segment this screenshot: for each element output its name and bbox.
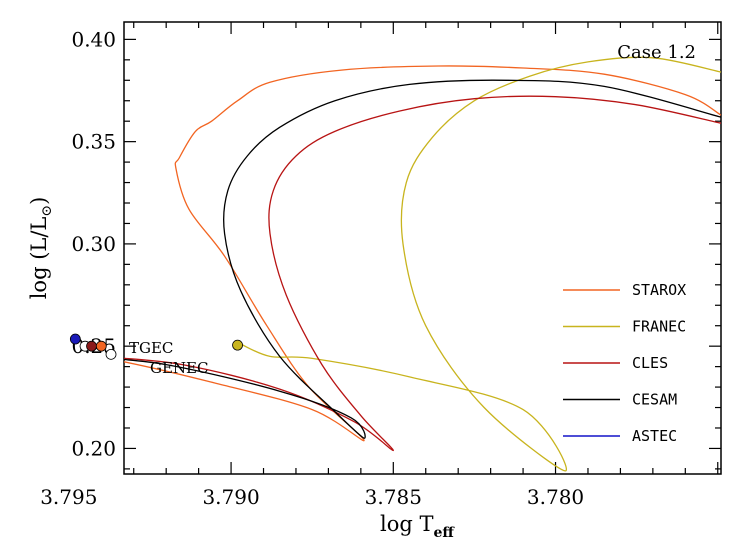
x-tick-label: 3.790 (202, 485, 259, 509)
x-axis-title: log Teff (380, 512, 455, 541)
y-tick-label: 0.40 (71, 27, 116, 51)
legend-label-franec: FRANEC (632, 318, 686, 336)
evolution-tracks (124, 56, 721, 472)
legend: STAROX FRANEC CLES CESAM ASTEC (563, 281, 686, 445)
zams-marker (95, 340, 107, 352)
annotation-genec: GENEC (150, 359, 208, 377)
y-tick-label: 0.20 (71, 436, 116, 460)
axis-ticks (124, 22, 721, 474)
y-axis-title-sub: ⊙ (39, 205, 55, 217)
y-axis-title-close: ) (27, 197, 51, 205)
x-axis-title-sub: eff (433, 525, 455, 541)
x-tick-label: 3.785 (365, 485, 422, 509)
series-line-cles (124, 95, 721, 452)
x-tick-label: 3.780 (527, 485, 584, 509)
y-tick-label: 0.35 (71, 130, 116, 154)
series-line-cesam (124, 79, 721, 439)
legend-label-cesam: CESAM (632, 391, 677, 409)
zams-marker (232, 339, 243, 351)
x-tick-label: 3.795 (40, 485, 97, 509)
plot-frame (123, 21, 722, 475)
legend-label-starox: STAROX (632, 281, 686, 299)
zams-markers (69, 333, 243, 360)
zams-marker (105, 348, 117, 360)
legend-label-astec: ASTEC (632, 427, 677, 445)
y-axis-title-main: log (L/L (27, 217, 51, 300)
zams-marker (69, 333, 81, 345)
series-line-starox (124, 65, 721, 442)
series-line-franec (240, 56, 721, 472)
zams-marker (86, 340, 97, 352)
x-axis-title-main: log T (380, 512, 433, 536)
y-tick-label: 0.30 (71, 232, 116, 256)
y-axis-title: log (L/L⊙) (27, 197, 55, 300)
case-label: Case 1.2 (617, 42, 696, 63)
legend-label-cles: CLES (632, 354, 668, 372)
annotation-tgec: TGEC (129, 339, 173, 357)
